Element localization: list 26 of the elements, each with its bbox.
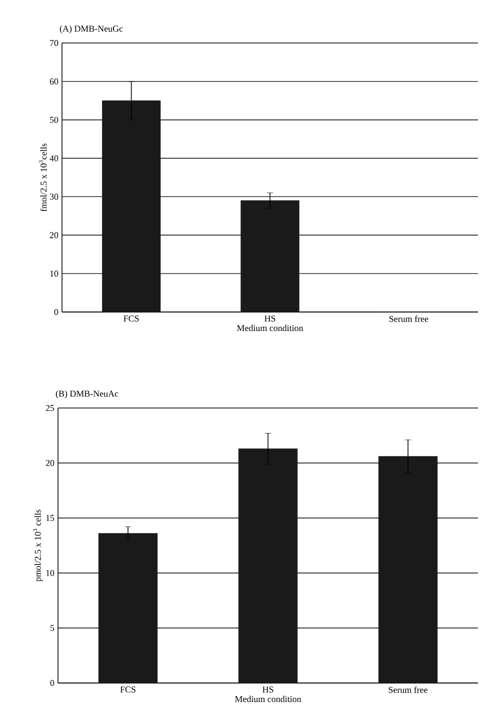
y-tick-label: 30 xyxy=(50,194,58,200)
x-tick-label: Serum free xyxy=(389,316,428,322)
y-tick-label: 0 xyxy=(50,680,54,686)
x-axis-title: Medium condition xyxy=(237,324,304,332)
y-tick-label: 10 xyxy=(50,270,58,277)
x-tick-label: FCS xyxy=(124,316,139,322)
y-tick-label: 20 xyxy=(46,460,54,466)
y-tick-label: 60 xyxy=(50,78,58,84)
chart-title: (B) DMB-NeuAc xyxy=(56,390,118,398)
chart-title: (A) DMB-NeuGc xyxy=(60,25,123,34)
y-tick-label: 5 xyxy=(50,625,54,631)
x-tick-label: HS xyxy=(264,316,276,322)
x-tick-label: HS xyxy=(262,686,274,693)
y-tick-label: 70 xyxy=(50,40,58,46)
x-tick-label: FCS xyxy=(120,686,136,693)
y-tick-label: 0 xyxy=(54,308,58,316)
y-tick-label: 50 xyxy=(50,116,58,123)
y-axis-title: pmol/2.5 x 10$^{3}$ cells xyxy=(32,510,43,582)
y-tick-label: 10 xyxy=(46,570,54,576)
x-tick-label: Serum free xyxy=(388,686,428,693)
x-axis-title: Medium condition xyxy=(235,696,302,702)
y-tick-label: 25 xyxy=(46,404,54,412)
y-tick-label: 40 xyxy=(50,155,58,162)
y-axis-title: fmol/2.5 x 10$^{3}$cells xyxy=(38,144,47,212)
y-tick-label: 15 xyxy=(46,514,54,521)
y-tick-label: 20 xyxy=(50,232,58,238)
